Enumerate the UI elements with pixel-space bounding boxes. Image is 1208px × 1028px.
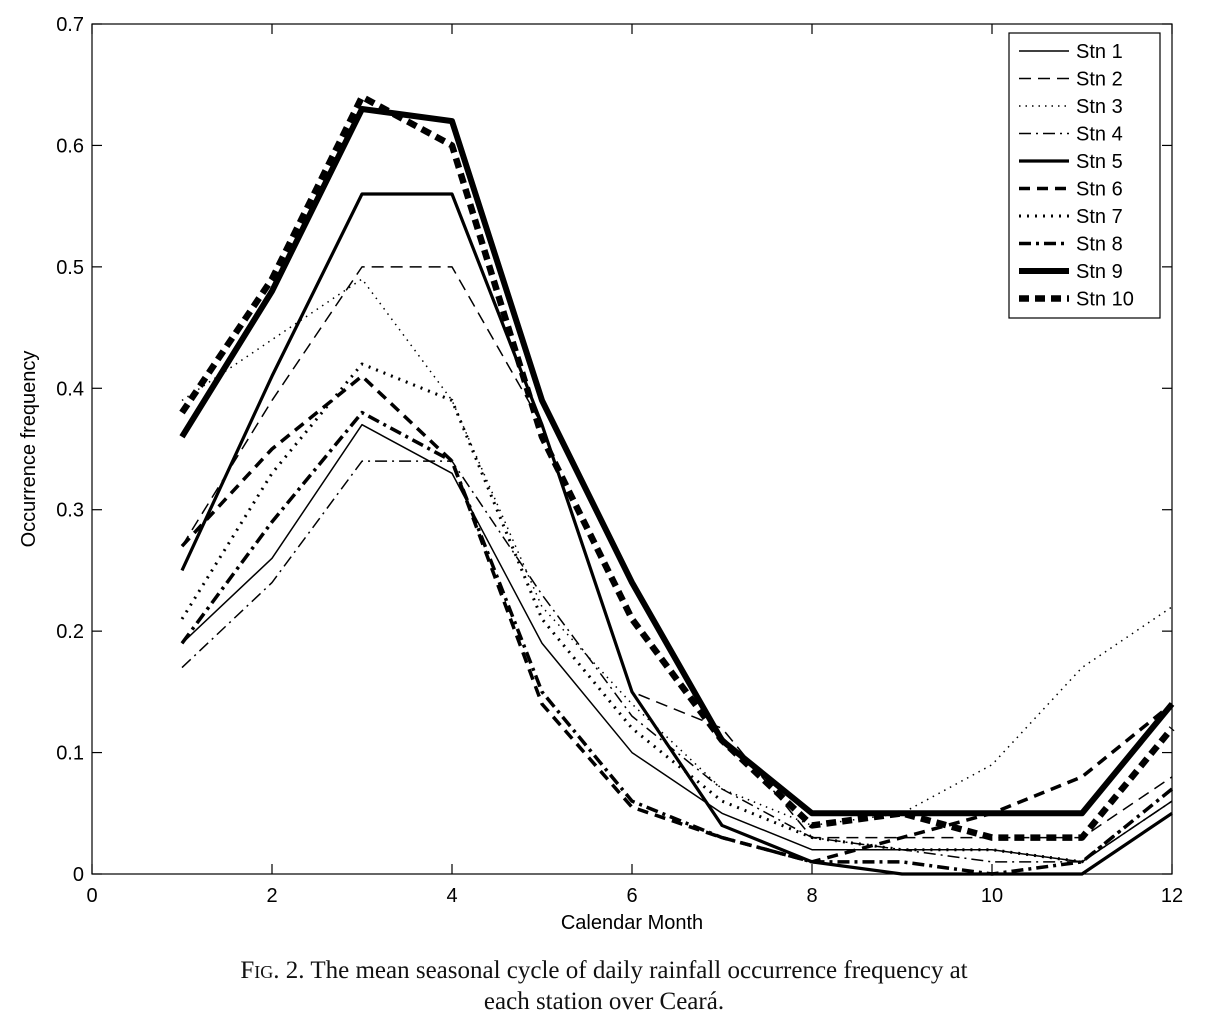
y-tick-label: 0.1 — [56, 743, 84, 765]
y-tick-label: 0.6 — [56, 135, 84, 157]
series-line-stn-9 — [179, 106, 1175, 817]
x-tick-label: 12 — [1161, 885, 1183, 907]
x-axis-label: Calendar Month — [561, 912, 703, 934]
x-tick-label: 2 — [266, 885, 277, 907]
series-line-stn-3 — [181, 278, 1173, 827]
legend-label-stn-2: Stn 2 — [1076, 69, 1123, 91]
series-line-stn-2 — [181, 266, 1173, 839]
series-line-stn-7 — [180, 362, 1173, 864]
line-chart: 0 2 4 6 8 10 12 0 0.1 0.2 0.3 0.4 0.5 0.6 0.7 Calendar … — [18, 14, 1183, 934]
caption-line1: The mean seasonal cycle of daily rainfal… — [304, 957, 968, 984]
caption-line2: each station over Ceará. — [483, 988, 725, 1015]
y-tick-label: 0.5 — [56, 257, 84, 279]
y-axis-label: Occurrence frequency — [18, 351, 40, 548]
y-tick-label: 0.4 — [56, 378, 84, 400]
legend-label-stn-7: Stn 7 — [1076, 206, 1123, 228]
y-tick-label: 0 — [73, 864, 84, 886]
series-line-stn-8 — [180, 410, 1174, 876]
x-tick-label: 10 — [981, 885, 1003, 907]
x-tick-label: 4 — [446, 885, 457, 907]
legend-label-stn-8: Stn 8 — [1076, 234, 1123, 256]
legend-label-stn-9: Stn 9 — [1076, 261, 1123, 283]
legend-label-stn-4: Stn 4 — [1076, 124, 1123, 146]
legend-label-stn-3: Stn 3 — [1076, 96, 1123, 118]
figure-caption: Fig. 2. The mean seasonal cycle of daily… — [0, 955, 1208, 1017]
x-tick-label: 0 — [86, 885, 97, 907]
y-tick-label: 0.2 — [56, 621, 84, 643]
caption-label: Fig. 2. — [240, 957, 305, 984]
x-tick-label: 8 — [806, 885, 817, 907]
legend-label-stn-1: Stn 1 — [1076, 41, 1123, 63]
y-tick-label: 0.7 — [56, 14, 84, 36]
y-tick-label: 0.3 — [56, 500, 84, 522]
series-line-stn-1 — [181, 423, 1173, 863]
series-line-stn-4 — [181, 460, 1173, 863]
legend-label-stn-10: Stn 10 — [1076, 289, 1134, 311]
series-line-stn-6 — [180, 374, 1174, 864]
series-line-stn-10 — [179, 93, 1175, 841]
series-line-stn-5 — [180, 192, 1173, 876]
legend-label-stn-6: Stn 6 — [1076, 179, 1123, 201]
x-tick-label: 6 — [626, 885, 637, 907]
legend-label-stn-5: Stn 5 — [1076, 151, 1123, 173]
